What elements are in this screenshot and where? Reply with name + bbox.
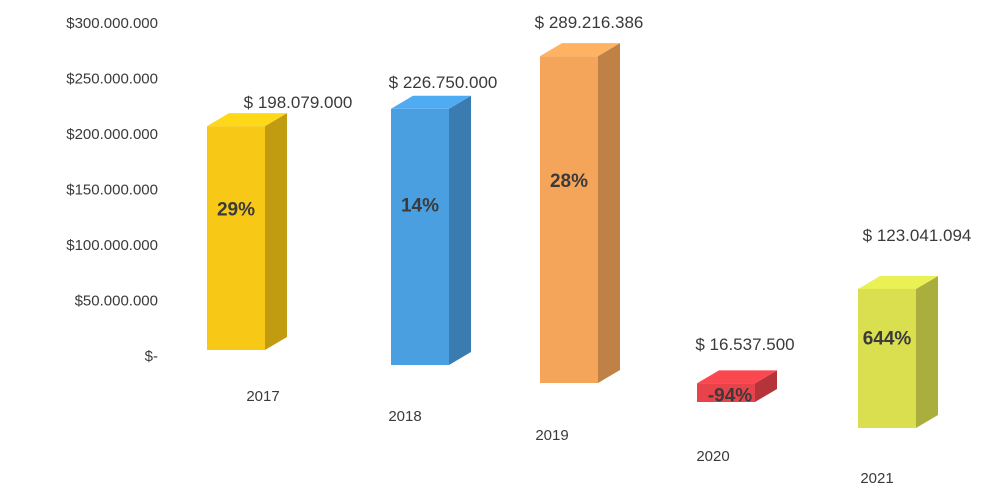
bar-side-face xyxy=(449,95,471,366)
growth-label: 14% xyxy=(401,195,439,216)
bar-front-face xyxy=(858,288,916,428)
x-tick-label: 2017 xyxy=(246,388,279,405)
bar-top-face xyxy=(207,113,287,127)
value-label: $ 123.041.094 xyxy=(863,226,972,245)
y-tick-label: $100.000.000 xyxy=(66,237,158,254)
bar-top-face xyxy=(697,370,777,384)
x-tick-label: 2018 xyxy=(388,408,421,425)
bar-2019: 28% $ 289.216.386 2019 xyxy=(535,13,644,444)
bars: 29% $ 198.079.000 2017 14% $ 226.750.000 2018… xyxy=(207,13,971,487)
value-label: $ 198.079.000 xyxy=(244,93,353,112)
y-axis: $300.000.000 $250.000.000 $200.000.000 $150… xyxy=(66,15,158,365)
bar-top-face xyxy=(540,43,620,57)
growth-label: 28% xyxy=(550,171,588,192)
bar-side-face xyxy=(265,113,287,350)
value-label: $ 289.216.386 xyxy=(535,13,644,32)
y-tick-label: $300.000.000 xyxy=(66,15,158,32)
bar-top-face xyxy=(858,275,938,289)
x-tick-label: 2019 xyxy=(535,427,568,444)
x-tick-label: 2021 xyxy=(860,470,893,487)
bar-front-face xyxy=(391,108,449,366)
bar-front-face xyxy=(540,56,598,383)
y-tick-label: $200.000.000 xyxy=(66,126,158,143)
bar-side-face xyxy=(916,275,938,428)
bar-2018: 14% $ 226.750.000 2018 xyxy=(388,73,497,425)
bar-side-face xyxy=(598,43,620,383)
growth-label: -94% xyxy=(708,386,752,407)
y-tick-label: $50.000.000 xyxy=(75,293,158,310)
bar-front-face xyxy=(697,383,755,402)
y-tick-label: $250.000.000 xyxy=(66,71,158,88)
bar-top-face xyxy=(391,95,471,109)
bar-front-face xyxy=(207,126,265,350)
value-label: $ 16.537.500 xyxy=(695,335,794,354)
y-tick-label: $150.000.000 xyxy=(66,182,158,199)
growth-label: 644% xyxy=(863,329,912,350)
bar-2017: 29% $ 198.079.000 2017 xyxy=(207,93,352,405)
bar-side-face xyxy=(755,370,777,402)
value-label: $ 226.750.000 xyxy=(389,73,498,92)
bar-2020: -94% $ 16.537.500 2020 xyxy=(695,335,794,465)
y-tick-label: $- xyxy=(145,348,158,365)
bar-2021: 644% $ 123.041.094 2021 xyxy=(858,226,971,487)
x-tick-label: 2020 xyxy=(696,448,729,465)
growth-label: 29% xyxy=(217,200,255,221)
